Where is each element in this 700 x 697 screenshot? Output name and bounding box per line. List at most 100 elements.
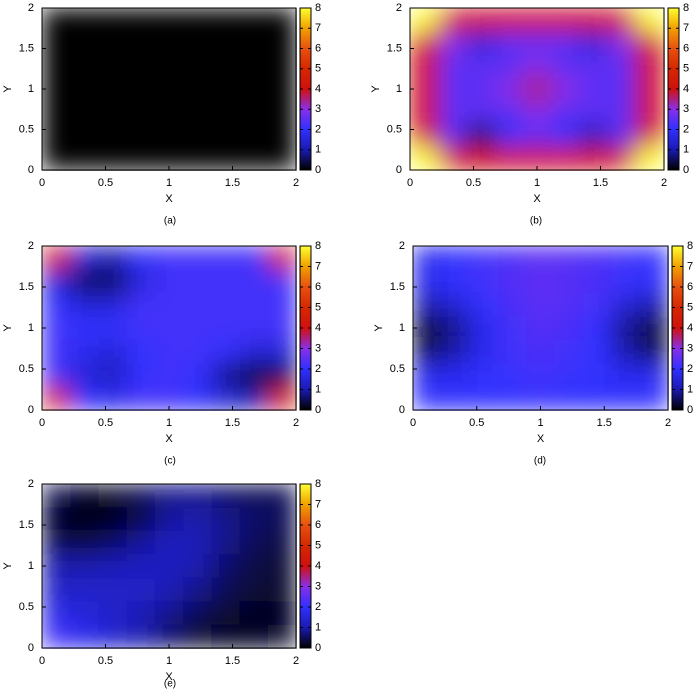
heatmap-cell bbox=[522, 8, 552, 32]
x-tick-label: 0.5 bbox=[98, 177, 113, 189]
heatmap-cell bbox=[639, 269, 669, 294]
heatmap-cell bbox=[211, 123, 241, 148]
panel: 0 0.5 1 1.5 2 0 0.5 1 1.5 2 X Y (b) 0 1 2 3 4 5 6 7 8 bbox=[370, 2, 689, 227]
heatmap-cell bbox=[611, 246, 641, 271]
heatmap-cell bbox=[183, 530, 212, 555]
heatmap-cell bbox=[579, 8, 609, 32]
heatmap-cell bbox=[70, 601, 100, 626]
colorbar-tick-label: 0 bbox=[683, 164, 689, 176]
heatmap-cell bbox=[70, 386, 100, 411]
heatmap-cell bbox=[441, 363, 471, 388]
heatmap-cell bbox=[494, 100, 524, 125]
heatmap-cell bbox=[410, 8, 439, 32]
heatmap-cell bbox=[413, 292, 442, 317]
heatmap-cell bbox=[267, 292, 297, 317]
heatmap-cell bbox=[98, 77, 128, 102]
x-axis-label: X bbox=[533, 193, 541, 205]
colorbar-tick-label: 6 bbox=[315, 519, 321, 531]
heatmap-cell bbox=[267, 363, 297, 388]
heatmap-cell bbox=[579, 54, 609, 79]
heatmap-cell bbox=[42, 146, 71, 171]
heatmap-cell bbox=[42, 484, 71, 509]
heatmap-cell bbox=[183, 269, 212, 294]
heatmap-cell bbox=[611, 269, 641, 294]
heatmap-cell bbox=[183, 31, 212, 55]
heatmap-cell bbox=[126, 292, 156, 317]
colorbar-tick-label: 5 bbox=[683, 63, 689, 75]
x-tick-label: 2 bbox=[665, 417, 671, 429]
heatmap-cell bbox=[267, 577, 297, 602]
heatmap-cell bbox=[494, 8, 524, 32]
heatmap-cell bbox=[42, 363, 71, 388]
heatmap-cell bbox=[438, 100, 468, 125]
heatmap-cell bbox=[98, 316, 128, 341]
heatmap-cell bbox=[441, 386, 471, 411]
heatmap-cell bbox=[498, 246, 527, 271]
heatmap-cell bbox=[42, 123, 71, 148]
heatmap-cell bbox=[554, 316, 584, 341]
heatmap-cell bbox=[183, 77, 212, 102]
x-tick-label: 0 bbox=[410, 417, 416, 429]
colorbar-tick-label: 7 bbox=[315, 22, 321, 34]
heatmap-cell bbox=[98, 484, 128, 509]
heatmap-cell bbox=[441, 316, 471, 341]
heatmap-cell bbox=[551, 146, 580, 171]
y-tick-label: 1 bbox=[28, 560, 34, 572]
heatmap-cell bbox=[183, 54, 212, 79]
heatmap-cell bbox=[239, 554, 269, 579]
x-tick-label: 1.5 bbox=[225, 177, 240, 189]
heatmap-cell bbox=[551, 77, 580, 102]
heatmap-cell bbox=[70, 577, 100, 602]
heatmap-cell bbox=[211, 8, 241, 32]
colorbar-tick-label: 7 bbox=[315, 260, 321, 272]
heatmap-cell bbox=[267, 31, 297, 55]
y-axis-label: Y bbox=[2, 324, 14, 332]
y-tick-label: 1.5 bbox=[390, 281, 405, 293]
heatmap-cell bbox=[42, 8, 71, 32]
y-tick-label: 2 bbox=[399, 240, 405, 252]
heatmap-cell bbox=[639, 316, 669, 341]
heatmap-cell bbox=[469, 292, 499, 317]
heatmap-cell bbox=[211, 54, 241, 79]
y-tick-label: 1.5 bbox=[19, 519, 34, 531]
heatmap-cell bbox=[239, 100, 269, 125]
y-axis-label: Y bbox=[2, 85, 14, 93]
heatmap-cells bbox=[42, 484, 297, 649]
heatmap-cell bbox=[211, 386, 241, 411]
caption: (d) bbox=[534, 456, 546, 467]
heatmap-cell bbox=[154, 100, 184, 125]
heatmap-cell bbox=[494, 54, 524, 79]
x-axis-label: X bbox=[165, 671, 173, 683]
heatmap-cell bbox=[126, 554, 156, 579]
colorbar-tick-label: 5 bbox=[315, 539, 321, 551]
heatmap-cell bbox=[441, 246, 471, 271]
colorbar-tick-label: 1 bbox=[315, 144, 321, 156]
colorbar-tick-label: 1 bbox=[315, 621, 321, 633]
y-tick-label: 0 bbox=[399, 404, 405, 416]
heatmap-cell bbox=[498, 316, 527, 341]
heatmap-cells bbox=[42, 246, 297, 411]
heatmap-cell bbox=[635, 146, 665, 171]
colorbar-tick-label: 2 bbox=[315, 601, 321, 613]
heatmap-cell bbox=[498, 363, 527, 388]
heatmap-cell bbox=[607, 8, 637, 32]
colorbar-tick-label: 3 bbox=[315, 103, 321, 115]
x-tick-label: 0.5 bbox=[466, 177, 481, 189]
heatmap-cell bbox=[607, 123, 637, 148]
heatmap-cell bbox=[267, 123, 297, 148]
heatmap-cell bbox=[98, 146, 128, 171]
colorbar-tick-label: 3 bbox=[683, 103, 689, 115]
heatmap-cell bbox=[42, 246, 71, 271]
caption: (c) bbox=[164, 456, 176, 467]
heatmap-cell bbox=[239, 292, 269, 317]
heatmap-cell bbox=[611, 316, 641, 341]
heatmap-cell bbox=[239, 31, 269, 55]
x-tick-label: 0 bbox=[39, 177, 45, 189]
heatmap-cell bbox=[639, 246, 669, 271]
heatmap-cell bbox=[70, 292, 100, 317]
heatmap-cell bbox=[183, 8, 212, 32]
colorbar-tick-label: 8 bbox=[315, 478, 321, 490]
heatmap-cell bbox=[410, 123, 439, 148]
colorbar-tick-label: 6 bbox=[683, 42, 689, 54]
